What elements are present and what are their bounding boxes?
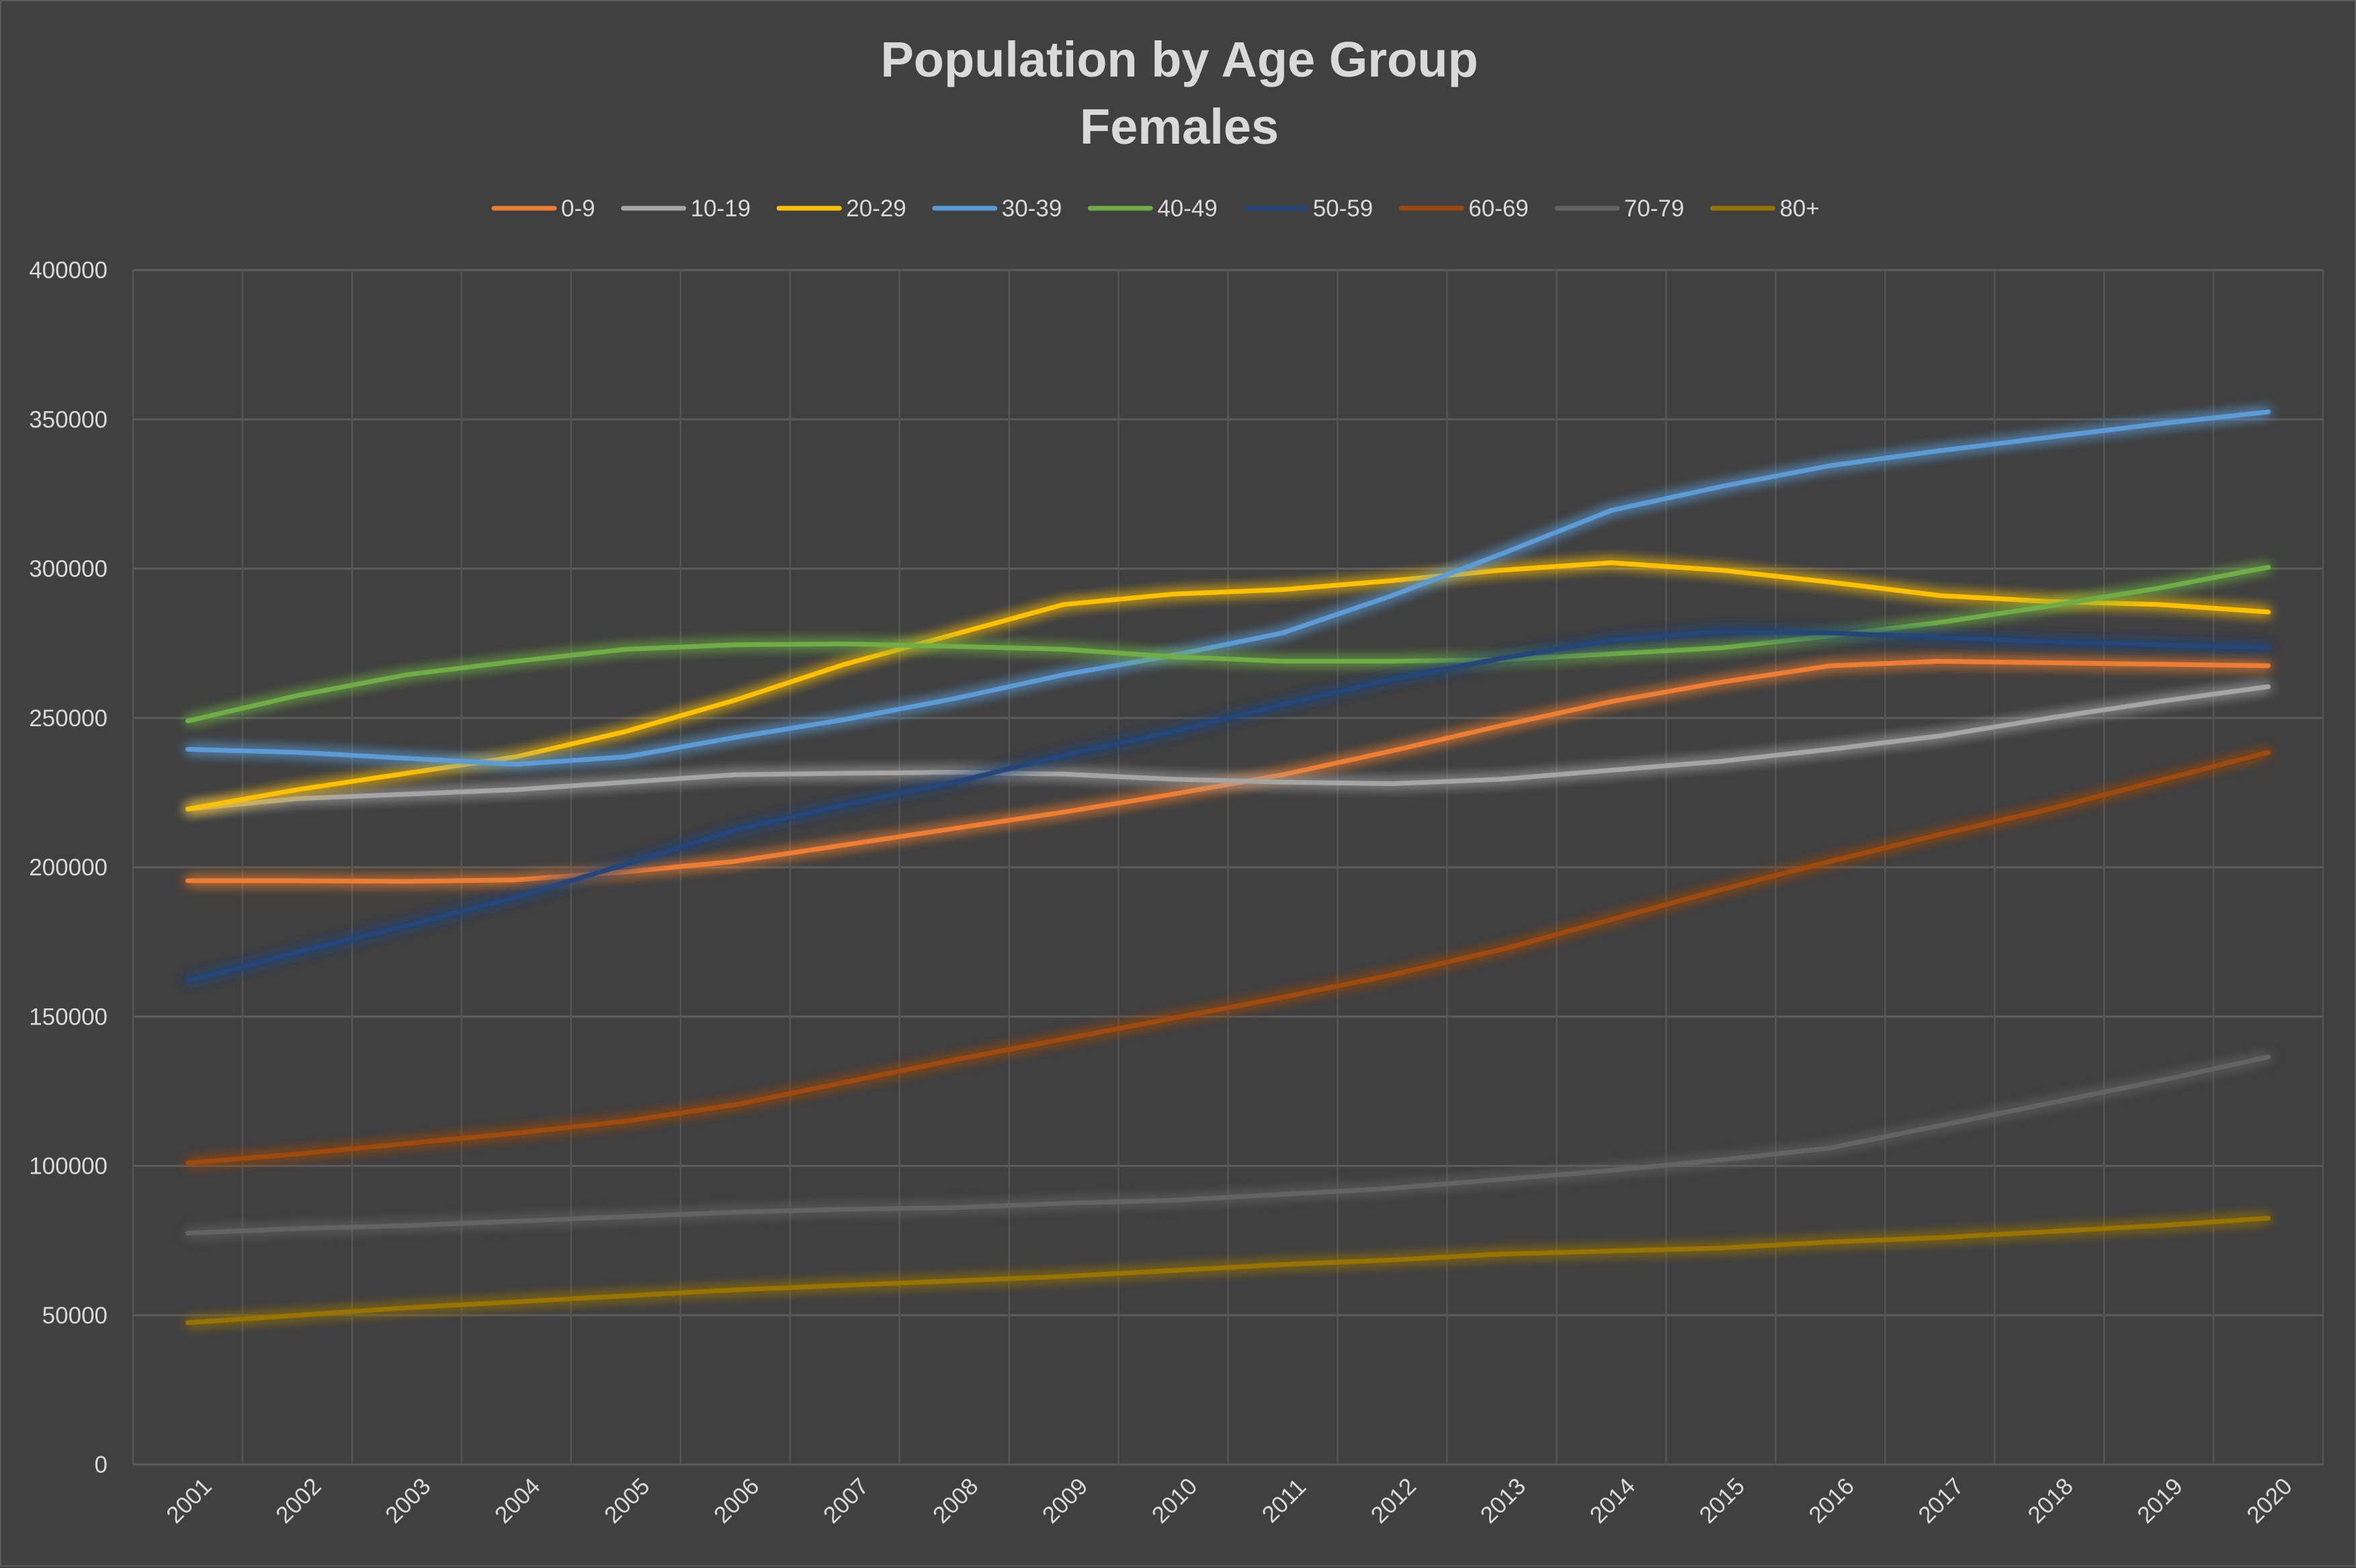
legend-label-60-69: 60-69	[1468, 195, 1529, 222]
legend-label-40-49: 40-49	[1157, 195, 1218, 222]
x-tick-label: 2001	[161, 1473, 217, 1529]
series-line-50-59	[185, 629, 2271, 984]
series-line-20-29	[185, 560, 2271, 812]
series-line-0-9	[185, 658, 2271, 884]
y-tick-label: 100000	[29, 1153, 108, 1180]
x-tick-label: 2008	[928, 1473, 984, 1529]
y-tick-label: 200000	[29, 855, 108, 881]
gridlines	[132, 269, 2324, 1466]
legend: 0-9 10-19 20-29 30-39 40-49 50-59 60-69 70-79 80…	[491, 195, 1820, 222]
legend-label-70-79: 70-79	[1624, 195, 1685, 222]
legend-label-0-9: 0-9	[561, 195, 595, 222]
x-tick-label: 2004	[490, 1473, 546, 1529]
x-tick-label: 2010	[1147, 1473, 1203, 1529]
x-tick-label: 2012	[1365, 1473, 1421, 1529]
y-tick-label: 50000	[42, 1303, 108, 1329]
y-tick-label: 300000	[29, 556, 108, 582]
series-line-70-79	[185, 1054, 2271, 1235]
x-tick-label: 2019	[2132, 1473, 2188, 1529]
x-tick-label: 2020	[2242, 1473, 2298, 1529]
x-axis-ticks: 2001 2002 2003 2004 2005 2006 2007 2008 2009 2010…	[161, 1473, 2298, 1529]
legend-label-80+: 80+	[1779, 195, 1819, 222]
series-line-40-49	[185, 564, 2271, 724]
x-tick-label: 2018	[2023, 1473, 2078, 1529]
y-tick-label: 0	[95, 1452, 108, 1478]
x-tick-label: 2009	[1038, 1473, 1093, 1529]
x-tick-label: 2011	[1257, 1473, 1311, 1528]
series-line-60-69	[185, 750, 2271, 1166]
x-tick-label: 2016	[1804, 1473, 1859, 1529]
chart-title: Population by Age Group	[880, 32, 1478, 87]
x-tick-label: 2003	[380, 1473, 436, 1529]
x-tick-label: 2007	[818, 1473, 874, 1529]
x-tick-label: 2015	[1694, 1473, 1750, 1529]
y-tick-label: 150000	[29, 1004, 108, 1030]
legend-label-20-29: 20-29	[846, 195, 907, 222]
x-tick-label: 2013	[1475, 1473, 1531, 1529]
x-tick-label: 2014	[1585, 1473, 1640, 1529]
y-tick-label: 350000	[29, 406, 108, 433]
x-tick-label: 2005	[599, 1473, 655, 1529]
y-tick-label: 400000	[29, 257, 108, 284]
series-line-80+	[185, 1215, 2271, 1325]
legend-label-10-19: 10-19	[691, 195, 751, 222]
x-tick-label: 2006	[709, 1473, 765, 1529]
x-tick-label: 2017	[1913, 1473, 1969, 1529]
series-line-30-39	[185, 409, 2271, 767]
legend-label-30-39: 30-39	[1002, 195, 1062, 222]
x-tick-label: 2002	[271, 1473, 327, 1529]
chart-subtitle: Females	[1080, 99, 1279, 155]
legend-label-50-59: 50-59	[1313, 195, 1374, 222]
series-line-10-19	[185, 684, 2271, 812]
series-lines	[185, 409, 2271, 1325]
y-tick-label: 250000	[29, 705, 108, 732]
y-axis-ticks: 0 50000 100000 150000 200000 250000 300000 3500…	[29, 257, 108, 1478]
